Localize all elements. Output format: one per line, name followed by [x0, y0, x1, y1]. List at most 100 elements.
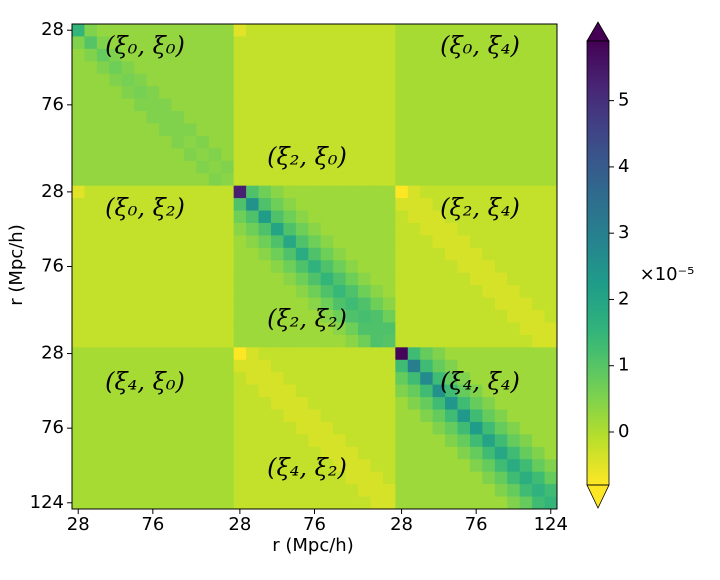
- heatmap-cell: [432, 347, 446, 361]
- heatmap-cell: [382, 86, 396, 100]
- heatmap-cell: [221, 397, 235, 410]
- heatmap-cell: [283, 471, 297, 485]
- heatmap-cell: [159, 359, 172, 373]
- heatmap-cell: [159, 459, 172, 473]
- heatmap-cell: [407, 310, 421, 323]
- heatmap-cell: [482, 297, 496, 311]
- heatmap-cell: [469, 421, 483, 435]
- heatmap-cell: [233, 409, 247, 423]
- heatmap-cell: [258, 434, 272, 448]
- heatmap-cell: [171, 409, 185, 423]
- heatmap-cell: [96, 198, 110, 211]
- heatmap-cell: [295, 198, 309, 211]
- heatmap-cell: [420, 409, 434, 423]
- heatmap-cell: [407, 347, 421, 361]
- heatmap-cell: [109, 260, 123, 274]
- heatmap-cell: [295, 372, 309, 386]
- heatmap-cell: [270, 260, 284, 274]
- heatmap-cell: [221, 98, 235, 112]
- x-tick-label: 28: [228, 514, 251, 535]
- heatmap-cell: [233, 198, 247, 211]
- heatmap-cell: [146, 496, 160, 510]
- heatmap-cell: [370, 409, 384, 423]
- heatmap-cell: [183, 111, 197, 124]
- heatmap-cell: [109, 421, 123, 435]
- heatmap-cell: [146, 36, 160, 50]
- heatmap-cell: [109, 372, 123, 386]
- heatmap-cell: [482, 459, 496, 473]
- heatmap-cell: [196, 459, 210, 473]
- heatmap-cell: [208, 61, 222, 75]
- heatmap-cell: [382, 135, 396, 149]
- heatmap-cell: [532, 247, 545, 261]
- heatmap-cell: [519, 297, 533, 311]
- heatmap-cell: [121, 247, 135, 261]
- heatmap-cell: [96, 334, 110, 348]
- heatmap-cell: [382, 61, 396, 75]
- heatmap-cell: [494, 247, 508, 261]
- heatmap-cell: [121, 434, 135, 448]
- heatmap-cell: [283, 359, 297, 373]
- heatmap-cell: [445, 384, 458, 398]
- heatmap-cell: [382, 297, 396, 311]
- heatmap-cell: [544, 148, 558, 162]
- heatmap-cell: [519, 185, 533, 199]
- heatmap-cell: [109, 48, 123, 62]
- heatmap-cell: [171, 111, 185, 124]
- heatmap-cell: [134, 123, 148, 137]
- heatmap-cell: [420, 421, 434, 435]
- heatmap-cell: [370, 36, 384, 50]
- heatmap-cell: [208, 322, 222, 336]
- heatmap-cell: [196, 61, 210, 75]
- heatmap-cell: [171, 185, 185, 199]
- heatmap-cell: [358, 446, 371, 460]
- heatmap-cell: [420, 372, 434, 386]
- heatmap-cell: [283, 384, 297, 398]
- heatmap-cell: [469, 61, 483, 75]
- heatmap-cell: [196, 496, 210, 510]
- heatmap-cell: [544, 496, 558, 510]
- heatmap-cell: [171, 36, 185, 50]
- heatmap-cell: [96, 384, 110, 398]
- heatmap-cell: [258, 210, 272, 224]
- heatmap-cell: [121, 36, 135, 50]
- heatmap-cell: [72, 48, 85, 62]
- heatmap-cell: [233, 160, 247, 174]
- heatmap-cell: [432, 484, 446, 497]
- heatmap-cell: [544, 36, 558, 50]
- heatmap-cell: [109, 434, 123, 448]
- heatmap-cell: [432, 148, 446, 162]
- heatmap-cell: [420, 397, 434, 410]
- heatmap-cell: [171, 247, 185, 261]
- heatmap-cell: [171, 135, 185, 149]
- heatmap-cell: [494, 459, 508, 473]
- heatmap-cell: [320, 24, 334, 37]
- heatmap-cell: [159, 148, 172, 162]
- heatmap-cell: [507, 86, 521, 100]
- heatmap-cell: [370, 297, 384, 311]
- heatmap-cell: [270, 73, 284, 87]
- heatmap-cell: [308, 359, 322, 373]
- heatmap-cell: [258, 372, 272, 386]
- heatmap-cell: [320, 185, 334, 199]
- heatmap-cell: [308, 334, 322, 348]
- heatmap-cell: [233, 61, 247, 75]
- heatmap-cell: [370, 260, 384, 274]
- heatmap-cell: [283, 434, 297, 448]
- heatmap-cell: [196, 471, 210, 485]
- heatmap-cell: [445, 272, 458, 286]
- heatmap-cell: [96, 185, 110, 199]
- heatmap-cell: [246, 98, 259, 112]
- heatmap-cell: [246, 247, 259, 261]
- heatmap-cell: [134, 73, 148, 87]
- heatmap-cell: [246, 471, 259, 485]
- heatmap-cell: [258, 310, 272, 323]
- heatmap-cell: [445, 111, 458, 124]
- heatmap-cell: [208, 210, 222, 224]
- heatmap-cell: [96, 459, 110, 473]
- heatmap-cell: [295, 48, 309, 62]
- heatmap-cell: [233, 148, 247, 162]
- heatmap-cell: [333, 86, 346, 100]
- heatmap-cell: [395, 297, 409, 311]
- heatmap-cell: [420, 148, 434, 162]
